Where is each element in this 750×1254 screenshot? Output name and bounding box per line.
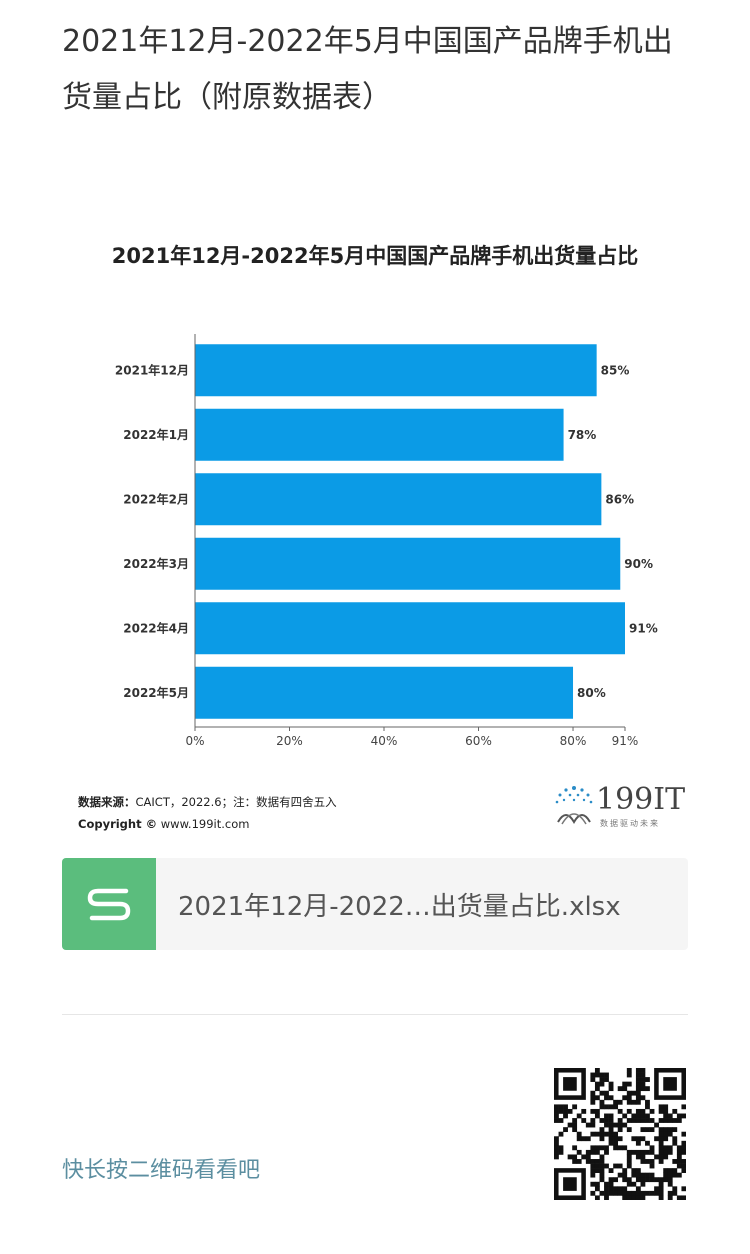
value-label-1: 85% xyxy=(601,363,630,377)
bar-chart: 2021年12月 85% 2022年1月 78% 2022年2月 86% 2022年3月 90… xyxy=(115,334,658,748)
x-tick-label-5: 80% xyxy=(560,734,587,748)
category-label-1: 2021年12月 xyxy=(115,362,189,377)
x-tick-label-6: 91% xyxy=(612,734,639,748)
bar-1 xyxy=(195,344,597,397)
value-label-4: 90% xyxy=(624,557,653,571)
copyright-site: www.199it.com xyxy=(160,817,250,831)
bar-2 xyxy=(195,408,564,461)
x-tick-label-4: 60% xyxy=(465,734,492,748)
source-label: 数据来源： xyxy=(78,795,136,809)
logo-name: 199IT xyxy=(596,782,686,817)
qr-code-icon[interactable] xyxy=(554,1068,686,1200)
attachment-file-name: 2021年12月-2022…出货量占比.xlsx xyxy=(178,891,621,922)
qr-hint: 快长按二维码看看吧 xyxy=(62,1158,261,1183)
bar-3 xyxy=(195,473,602,526)
logo-dots-icon xyxy=(555,786,593,825)
copyright-label: Copyright © xyxy=(78,817,158,831)
value-label-2: 78% xyxy=(568,428,597,442)
spreadsheet-icon xyxy=(62,858,156,950)
category-label-3: 2022年2月 xyxy=(123,491,189,506)
bar-4 xyxy=(195,537,621,590)
category-label-4: 2022年3月 xyxy=(123,556,189,571)
value-label-5: 91% xyxy=(629,621,658,635)
chart-title: 2021年12月-2022年5月中国国产品牌手机出货量占比 xyxy=(111,244,639,268)
x-tick-label-3: 40% xyxy=(371,734,398,748)
attachment-card[interactable]: 2021年12月-2022…出货量占比.xlsx xyxy=(62,858,688,950)
category-label-6: 2022年5月 xyxy=(123,685,189,700)
chart-image: 2021年12月-2022年5月中国国产品牌手机出货量占比 2021年12月 85… xyxy=(62,226,688,846)
category-label-5: 2022年4月 xyxy=(123,620,189,635)
category-label-2: 2022年1月 xyxy=(123,427,189,442)
logo: 199IT 数据驱动未来 xyxy=(552,782,686,832)
article-title: 2021年12月-2022年5月中国国产品牌手机出货量占比（附原数据表） xyxy=(62,24,673,115)
bar-5 xyxy=(195,602,625,655)
source-text: CAICT，2022.6；注：数据有四舍五入 xyxy=(135,795,337,809)
value-label-3: 86% xyxy=(605,492,634,506)
x-tick-label-1: 0% xyxy=(185,734,204,748)
divider xyxy=(62,1014,688,1015)
bar-6 xyxy=(195,666,574,719)
logo-slogan: 数据驱动未来 xyxy=(600,819,660,828)
value-label-6: 80% xyxy=(577,686,606,700)
source-note: 数据来源：CAICT，2022.6；注：数据有四舍五入 Copyright © … xyxy=(78,791,337,835)
x-tick-label-2: 20% xyxy=(276,734,303,748)
